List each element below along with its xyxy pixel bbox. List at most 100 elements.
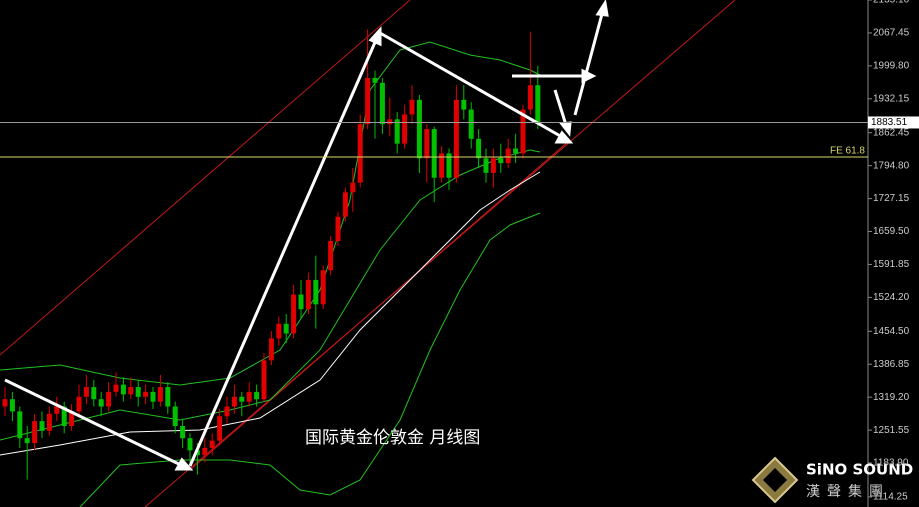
y-tick-label: 1659.50 — [873, 226, 910, 237]
chart-title: 国际黄金伦敦金 月线图 — [305, 428, 480, 448]
channel-line — [189, 139, 571, 471]
candle-body — [113, 384, 119, 392]
candle-body — [313, 279, 319, 305]
candle-body — [61, 406, 67, 426]
arrow — [188, 39, 378, 467]
y-tick-label: 1999.80 — [873, 61, 910, 72]
y-tick-label: 2135.10 — [873, 0, 910, 6]
candle-body — [505, 148, 511, 164]
fe-label: FE 61.8 — [830, 146, 865, 157]
channel-line — [0, 0, 411, 356]
price-label: 1883.51 — [871, 117, 908, 128]
candle-body — [172, 406, 178, 426]
upper-band — [0, 41, 541, 386]
arrow — [573, 13, 604, 116]
candle-body — [39, 421, 45, 431]
candle-body — [439, 153, 445, 178]
candle-body — [9, 399, 15, 412]
candle-body — [54, 406, 60, 414]
candle-body — [83, 387, 89, 397]
y-tick-label: 1524.20 — [873, 292, 910, 303]
candle-body — [527, 85, 533, 110]
y-tick-label: 1183.90 — [873, 458, 909, 469]
candle-body — [424, 129, 430, 159]
y-tick-label: 1794.80 — [873, 160, 910, 171]
arrow-head — [174, 457, 194, 471]
y-tick-label: 1319.20 — [873, 392, 910, 403]
candle-body — [513, 148, 519, 154]
overlays — [0, 0, 736, 507]
candles — [2, 29, 541, 480]
candle-body — [520, 109, 526, 154]
arrow-head — [595, 0, 609, 17]
candle-body — [165, 387, 171, 407]
candle-body — [17, 411, 23, 439]
candle-body — [342, 192, 348, 217]
y-tick-label: 1862.45 — [873, 127, 910, 138]
candle-body — [128, 387, 134, 395]
candle-body — [453, 99, 459, 178]
y-tick-label: 1251.55 — [873, 425, 910, 436]
candle-body — [461, 99, 467, 110]
candle-body — [350, 182, 356, 193]
candle-body — [69, 411, 75, 426]
candle-body — [209, 440, 215, 448]
logo: SiNO SOUND 漢聲集團 — [751, 456, 913, 504]
arrow — [379, 31, 563, 139]
candle-body — [46, 413, 52, 431]
candle-body — [431, 129, 437, 178]
candle-body — [217, 416, 223, 441]
candle-body — [276, 323, 282, 339]
candle-body — [402, 114, 408, 144]
candle-body — [157, 387, 163, 402]
candle-body — [476, 138, 482, 159]
candle-body — [246, 391, 252, 402]
candle-body — [394, 119, 400, 144]
candle-body — [357, 124, 363, 183]
candle-body — [261, 360, 267, 400]
candle-body — [254, 391, 260, 400]
y-tick-label: 1591.85 — [873, 259, 910, 270]
brand-name: SiNO SOUND — [806, 461, 913, 479]
candle-body — [468, 109, 474, 139]
candle-body — [498, 158, 504, 164]
candle-body — [379, 82, 385, 125]
candle-body — [231, 396, 237, 407]
candle-body — [76, 396, 82, 412]
candle-body — [143, 391, 149, 397]
arrows — [4, 0, 609, 471]
candle-body — [298, 294, 304, 310]
candle-body — [416, 99, 422, 159]
candle-body — [150, 391, 156, 402]
candle-body — [305, 279, 311, 310]
brand-name-cn: 漢聲集團 — [806, 483, 890, 500]
y-tick-label: 1932.15 — [873, 93, 910, 104]
candle-body — [365, 77, 371, 125]
candle-body — [535, 85, 541, 123]
candle-body — [490, 158, 496, 173]
candle-body — [2, 399, 8, 407]
y-tick-label: 1727.15 — [873, 193, 910, 204]
lower-band — [79, 212, 541, 507]
arrow-head — [554, 130, 574, 144]
candle-body — [202, 447, 208, 456]
candle-body — [224, 406, 230, 417]
candle-body — [180, 425, 186, 439]
arrow-head — [368, 26, 382, 47]
candle-body — [24, 438, 30, 444]
y-tick-label: 1386.85 — [873, 359, 910, 370]
candle-body — [320, 270, 326, 305]
arrow — [4, 378, 184, 468]
candle-body — [387, 119, 393, 125]
candle-body — [98, 399, 104, 407]
price-box — [868, 116, 919, 129]
y-tick-label: 1114.25 — [873, 492, 908, 503]
candle-body — [268, 338, 274, 361]
candle-body — [328, 241, 334, 271]
candle-body — [187, 438, 193, 451]
y-tick-label: 2067.45 — [873, 28, 910, 39]
candle-body — [372, 77, 378, 83]
candle-body — [291, 294, 297, 334]
